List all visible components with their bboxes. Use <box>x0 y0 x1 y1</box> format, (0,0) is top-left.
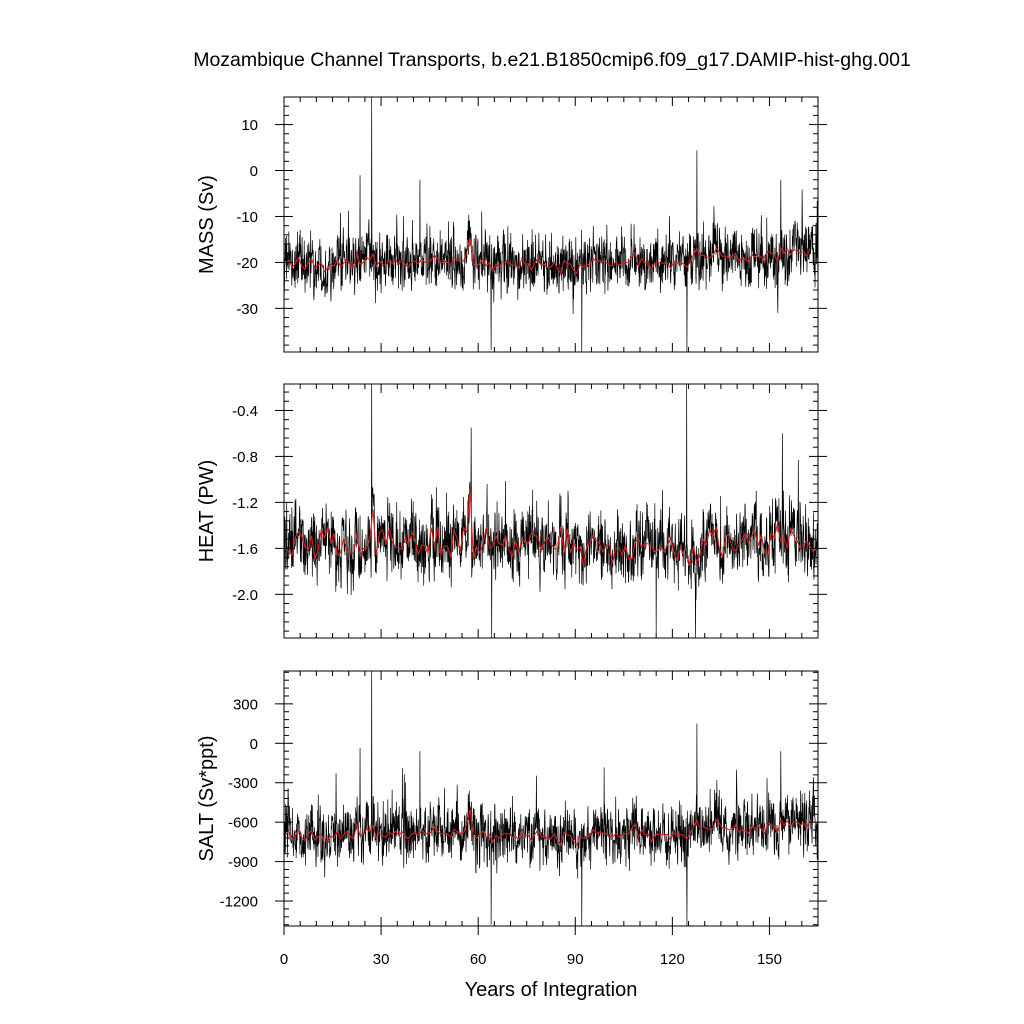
mass-monthly-line <box>284 97 818 352</box>
salt-ytick-label: -900 <box>228 854 258 871</box>
salt-ytick-label: 300 <box>233 696 258 713</box>
mass-ytick-label: 0 <box>250 163 258 180</box>
mass-ytick-label: 10 <box>241 117 258 134</box>
mass-ytick-label: -30 <box>236 301 258 318</box>
heat-y-axis-label: HEAT (PW) <box>196 460 218 563</box>
mass-annual-line <box>285 237 811 275</box>
salt-ytick-label: -600 <box>228 815 258 832</box>
x-axis-label: Years of Integration <box>465 979 638 1001</box>
salt-y-axis-label: SALT (Sv*ppt) <box>196 736 218 862</box>
salt-xtick-label: 60 <box>470 951 487 968</box>
salt-xtick-label: 30 <box>373 951 390 968</box>
heat-ytick-label: -0.8 <box>232 449 258 466</box>
salt-ytick-label: 0 <box>250 736 258 753</box>
mass-y-axis-label: MASS (Sv) <box>196 175 218 274</box>
mass-panel: 10 0 -10 -20 -30 MASS (Sv) <box>196 96 827 353</box>
heat-ytick-label: -1.2 <box>232 495 258 512</box>
heat-ytick-label: -2.0 <box>232 587 258 604</box>
chart-title: Mozambique Channel Transports, b.e21.B18… <box>193 49 911 71</box>
salt-ytick-label: -300 <box>228 775 258 792</box>
salt-xtick-label: 90 <box>567 951 584 968</box>
mass-ytick-label: -20 <box>236 255 258 272</box>
salt-xtick-label: 150 <box>757 951 782 968</box>
heat-ytick-label: -0.4 <box>232 403 258 420</box>
mass-plot-frame <box>283 96 819 353</box>
salt-xtick-label: 120 <box>660 951 685 968</box>
heat-ytick-label: -1.6 <box>232 541 258 558</box>
heat-annual-line <box>285 488 817 566</box>
salt-ytick-label: -1200 <box>220 894 258 911</box>
heat-panel: -0.4 -0.8 -1.2 -1.6 -2.0 HEAT (PW) <box>196 383 827 639</box>
salt-xtick-label: 0 <box>280 951 288 968</box>
heat-monthly-line <box>284 384 818 638</box>
heat-plot-frame <box>283 383 819 639</box>
salt-annual-line <box>285 809 811 847</box>
salt-monthly-line <box>284 671 818 926</box>
salt-panel: 300 0 -300 -600 -900 -1200 0 30 60 90 120 150 SALT (… <box>196 670 827 968</box>
mass-ytick-label: -10 <box>236 209 258 226</box>
